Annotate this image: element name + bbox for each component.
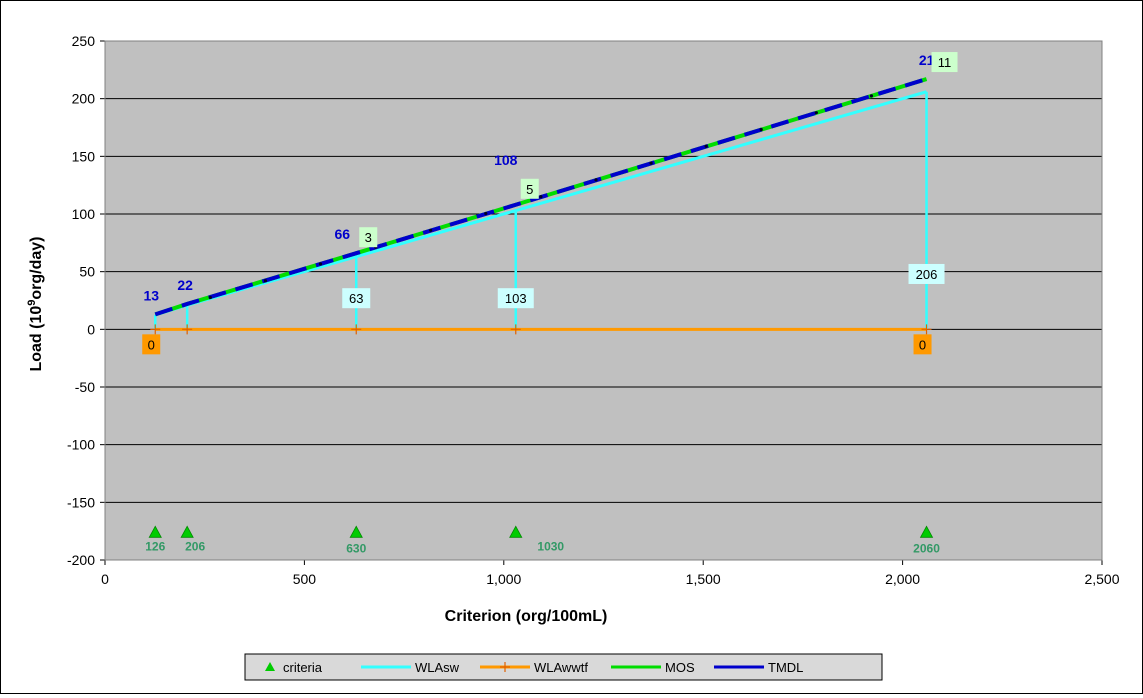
plot-border (104, 40, 1103, 561)
wlawwtf-marker (150, 324, 161, 335)
tmdl-dot (429, 228, 433, 232)
criteria-data-label: 206 (185, 539, 205, 553)
legend-criteria-swatch (265, 662, 275, 671)
legend: criteria WLAsw WLAwwtf MOS TMDL (244, 653, 883, 681)
y-tick-label: 50 (79, 264, 95, 280)
wlasw-data-label: 206 (916, 267, 938, 282)
mos-data-label-box (520, 178, 539, 199)
x-tick-label: 500 (293, 571, 317, 587)
x-tick-label: 1,000 (486, 571, 521, 587)
legend-label: WLAwwtf (534, 660, 588, 675)
criteria-marker (148, 525, 162, 538)
tmdl-dot (594, 178, 598, 182)
tmdl-dot (208, 295, 212, 300)
wlawwtf-data-label-box (142, 334, 161, 355)
criteria-marker (509, 525, 523, 538)
y-axis-title: Load (109org/day) (26, 236, 45, 371)
x-tick-label: 0 (101, 571, 109, 587)
tmdl-data-label: 108 (494, 152, 518, 168)
tmdl-dot (869, 94, 874, 98)
y-tick-label: -50 (75, 379, 95, 395)
tmdl-dot (263, 279, 268, 283)
legend-label: criteria (283, 660, 323, 675)
legend-label: MOS (665, 660, 695, 675)
tmdl-dot (814, 111, 818, 115)
y-tick-label: -200 (67, 552, 95, 568)
y-tick-label: 100 (72, 206, 96, 222)
y-tick-label: 250 (72, 33, 96, 49)
x-tick-label: 2,000 (885, 571, 920, 587)
tmdl-data-label: 66 (334, 226, 350, 242)
mos-data-label: 5 (526, 182, 533, 197)
criteria-data-label: 1030 (537, 539, 564, 553)
criteria-data-label: 630 (346, 541, 366, 555)
legend-label: TMDL (768, 660, 803, 675)
wlawwtf-data-label: 0 (148, 337, 155, 352)
wlasw-data-label-box (497, 288, 534, 309)
tmdl-data-label: 13 (143, 287, 159, 303)
tmdl-line (154, 77, 928, 317)
tmdl-dot (759, 127, 763, 132)
wlawwtf-data-label-box (913, 334, 932, 355)
criteria-marker (180, 525, 194, 538)
x-axis-title: Criterion (org/100mL) (445, 608, 608, 625)
y-tick-label: 150 (72, 148, 96, 164)
mos-data-label-box (359, 227, 378, 248)
legend-box (244, 653, 883, 681)
tmdl-dot (649, 161, 653, 165)
criteria-data-label: 2060 (913, 541, 940, 555)
wlawwtf-marker (921, 324, 932, 335)
wlawwtf-marker (351, 324, 362, 335)
wlawwtf-data-label: 0 (919, 337, 926, 352)
mos-data-label: 3 (365, 230, 372, 245)
tmdl-dot (318, 262, 323, 266)
mos-data-label: 11 (938, 55, 952, 70)
wlasw-data-label: 103 (505, 291, 527, 306)
tmdl-dot (539, 195, 543, 199)
y-tick-label: -150 (67, 494, 95, 510)
tmdl-data-label: 22 (177, 277, 193, 293)
criteria-marker (919, 525, 934, 538)
y-tick-label: 200 (72, 91, 96, 107)
legend-label: WLAsw (415, 660, 460, 675)
plot-area (105, 41, 1102, 560)
criteria-marker (349, 525, 363, 538)
wlawwtf-marker (510, 324, 521, 335)
wlasw-data-label-box (908, 263, 945, 284)
wlasw-data-label-box (342, 288, 371, 309)
x-tick-label: 1,500 (686, 571, 721, 587)
y-tick-label: 0 (87, 321, 95, 337)
tmdl-dot (704, 144, 708, 148)
y-tick-label: -100 (67, 437, 95, 453)
criteria-data-label: 126 (145, 539, 165, 553)
mos-data-label-box (931, 52, 958, 73)
legend-wlawwtf-marker (500, 662, 510, 672)
wlasw-data-label: 63 (349, 291, 363, 306)
tmdl-dot (484, 211, 488, 216)
x-tick-label: 2,500 (1084, 571, 1119, 587)
wlawwtf-marker (182, 324, 193, 335)
